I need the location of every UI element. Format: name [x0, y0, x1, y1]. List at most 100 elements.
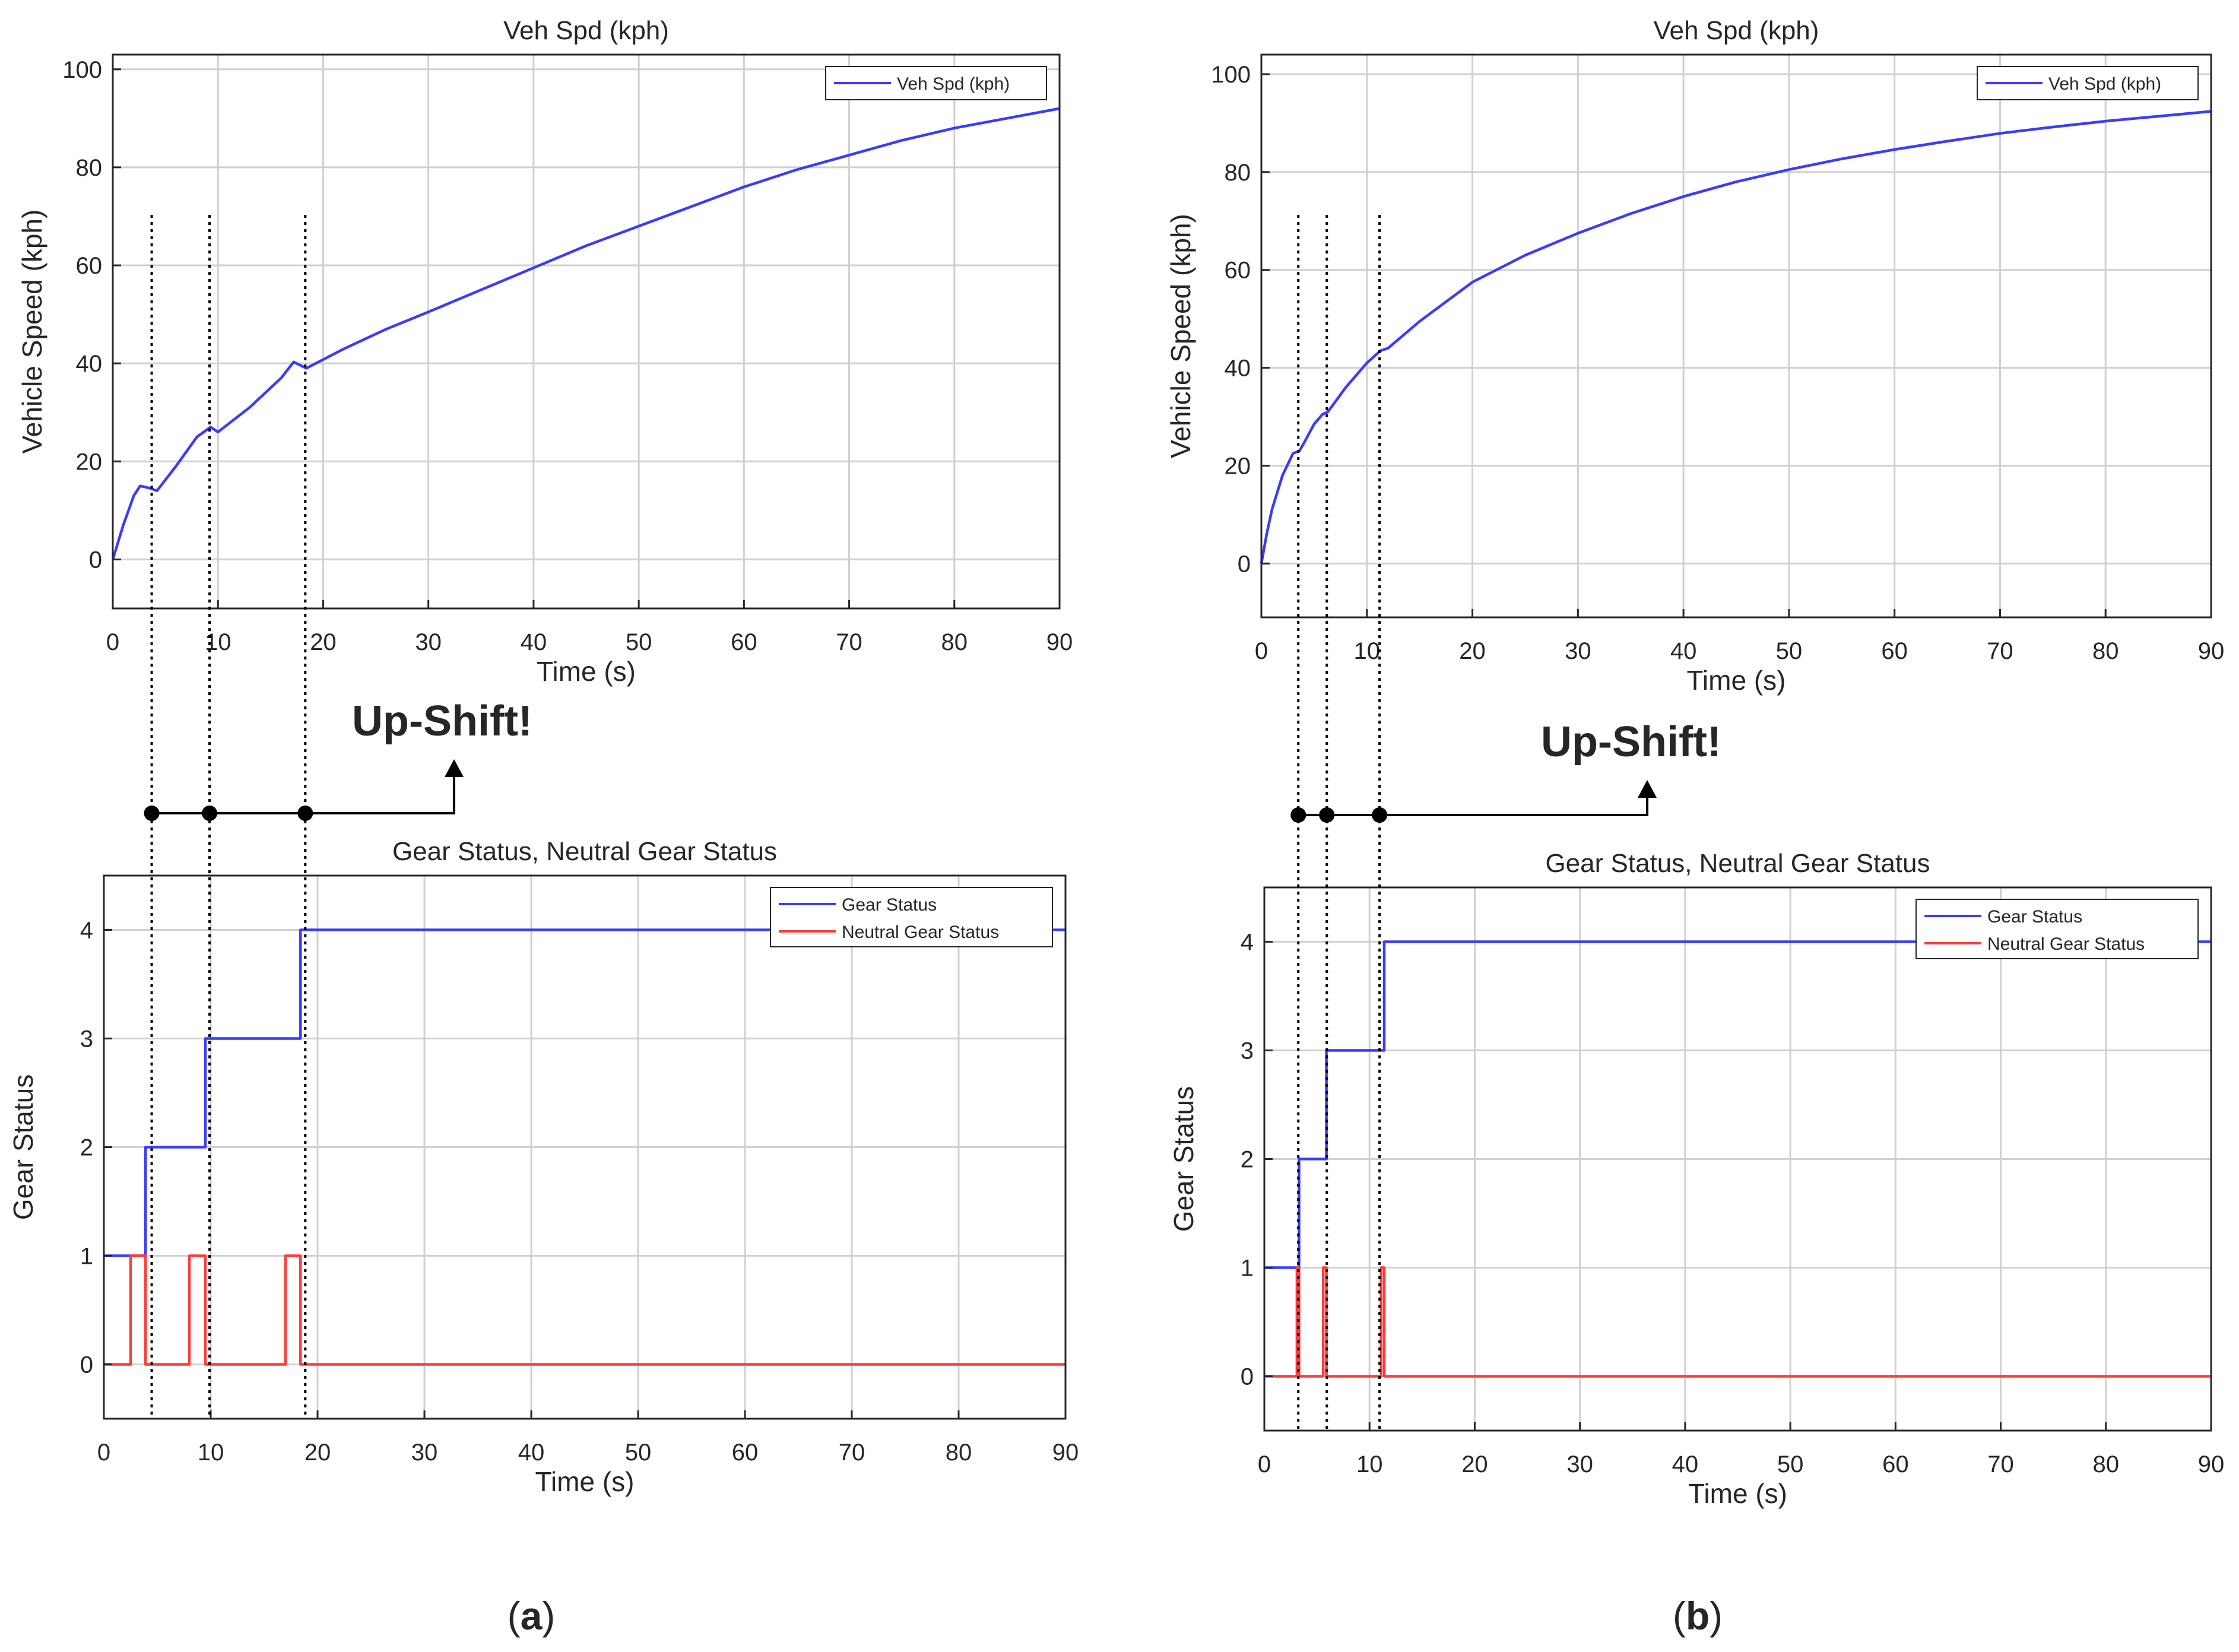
y-tick-label: 40 — [1225, 356, 1251, 382]
chart-title: Veh Spd (kph) — [503, 16, 669, 45]
y-axis-label: Gear Status — [1168, 1086, 1199, 1232]
x-tick-label: 10 — [1356, 1451, 1383, 1477]
x-tick-label: 40 — [518, 1439, 545, 1466]
y-tick-label: 40 — [76, 351, 103, 377]
y-tick-label: 3 — [80, 1026, 93, 1052]
x-tick-label: 80 — [2092, 638, 2119, 664]
x-tick-label: 50 — [626, 629, 652, 655]
series-line-gear-status — [104, 928, 1065, 1257]
x-tick-label: 40 — [1672, 1451, 1699, 1477]
upshift-connector-line — [1298, 795, 1648, 816]
x-tick-label: 0 — [97, 1439, 110, 1466]
x-tick-label: 70 — [839, 1439, 865, 1466]
legend: Gear Status Neutral Gear Status — [770, 887, 1053, 947]
chart-title: Gear Status, Neutral Gear Status — [1545, 849, 1930, 878]
annotations-layer — [144, 215, 1657, 1431]
y-tick-label: 60 — [1225, 258, 1251, 284]
x-tick-label: 60 — [1882, 1451, 1909, 1477]
x-tick-label: 40 — [1670, 638, 1697, 664]
x-tick-label: 30 — [415, 629, 442, 655]
shift-marker-dot — [144, 806, 160, 821]
y-tick-label: 2 — [1241, 1147, 1254, 1173]
legend-box — [1915, 899, 2199, 959]
y-tick-label: 20 — [76, 449, 103, 475]
chart-b-gear: 0 10 20 30 40 50 60 70 80 90 0 1 2 3 4 Gear Status, Neu… — [1168, 849, 2224, 1509]
shift-annotation-a — [144, 215, 464, 1419]
x-tick-label: 30 — [1565, 638, 1591, 664]
chart-b-speed: 0 10 20 30 40 50 60 70 80 90 0 20 40 60 80 100 Veh Spd (… — [1165, 16, 2224, 696]
x-tick-label: 50 — [1776, 638, 1803, 664]
legend: Gear Status Neutral Gear Status — [1915, 899, 2199, 959]
x-tick-label: 20 — [305, 1439, 331, 1466]
chart-title: Gear Status, Neutral Gear Status — [392, 837, 777, 866]
x-tick-label: 80 — [946, 1439, 972, 1466]
y-tick-label: 0 — [89, 547, 102, 573]
x-tick-label: 90 — [2198, 1451, 2225, 1477]
y-tick-label: 0 — [80, 1352, 93, 1378]
x-tick-label: 20 — [310, 629, 337, 655]
y-tick-label: 80 — [1225, 160, 1251, 186]
legend-label: Veh Spd (kph) — [897, 74, 1010, 94]
y-axis-label: Gear Status — [8, 1074, 39, 1220]
y-axis-label: Vehicle Speed (kph) — [1165, 214, 1196, 458]
x-tick-label: 0 — [106, 629, 119, 655]
x-tick-label: 70 — [1987, 638, 2013, 664]
legend-label: Gear Status — [842, 895, 937, 915]
upshift-arrow-head — [1638, 780, 1657, 798]
legend: Veh Spd (kph) — [825, 66, 1047, 100]
y-tick-label: 3 — [1241, 1038, 1254, 1064]
axes-box — [1260, 53, 2212, 619]
y-tick-label: 4 — [1241, 930, 1254, 956]
x-tick-label: 10 — [1354, 638, 1381, 664]
y-tick-label: 0 — [1238, 551, 1251, 577]
x-tick-label: 60 — [731, 629, 757, 655]
x-tick-label: 70 — [836, 629, 862, 655]
legend: Veh Spd (kph) — [1977, 66, 2199, 100]
y-tick-label: 4 — [80, 918, 93, 944]
y-tick-label: 80 — [76, 155, 103, 181]
y-tick-label: 1 — [1241, 1255, 1254, 1282]
legend-label: Veh Spd (kph) — [2048, 74, 2161, 94]
shift-annotation-b — [1290, 215, 1657, 1431]
x-tick-label: 60 — [1881, 638, 1908, 664]
x-tick-label: 10 — [198, 1439, 224, 1466]
plot-area — [1261, 55, 2211, 617]
x-tick-label: 0 — [1258, 1451, 1271, 1477]
caption-a: (a) — [508, 1594, 556, 1638]
x-tick-label: 30 — [411, 1439, 438, 1466]
legend-label: Neutral Gear Status — [1987, 934, 2145, 954]
y-tick-label: 1 — [80, 1244, 93, 1270]
x-tick-label: 80 — [941, 629, 968, 655]
x-tick-label: 30 — [1566, 1451, 1593, 1477]
y-tick-label: 0 — [1241, 1364, 1254, 1390]
chart-a-gear: 0 10 20 30 40 50 60 70 80 90 0 1 2 3 4 Gear Status, Neu… — [8, 837, 1079, 1497]
y-tick-label: 20 — [1225, 453, 1251, 479]
y-tick-label: 2 — [80, 1135, 93, 1161]
x-tick-label: 20 — [1459, 638, 1486, 664]
legend-label: Neutral Gear Status — [842, 922, 999, 942]
x-tick-label: 60 — [732, 1439, 759, 1466]
x-tick-label: 90 — [1046, 629, 1073, 655]
caption-b: (b) — [1673, 1594, 1723, 1638]
axes-box — [112, 53, 1061, 610]
upshift-label-a: Up-Shift! — [352, 697, 532, 745]
upshift-label-b: Up-Shift! — [1541, 718, 1721, 766]
upshift-connector-line — [151, 775, 455, 814]
x-tick-label: 90 — [2198, 638, 2225, 664]
plot-area — [113, 55, 1060, 608]
x-axis-label: Time (s) — [1687, 665, 1786, 696]
series-line-neutral-gear-status — [104, 1254, 1065, 1366]
y-tick-label: 100 — [62, 57, 102, 83]
x-tick-label: 0 — [1255, 638, 1268, 664]
y-tick-label: 100 — [1211, 62, 1251, 88]
series-line-neutral-gear-status — [1264, 1266, 2211, 1378]
x-axis-label: Time (s) — [1688, 1478, 1787, 1509]
y-tick-label: 60 — [76, 253, 103, 279]
x-tick-label: 70 — [1987, 1451, 2014, 1477]
upshift-arrow-head — [445, 759, 464, 777]
x-axis-label: Time (s) — [537, 656, 636, 687]
x-axis-label: Time (s) — [535, 1466, 635, 1497]
legend-label: Gear Status — [1987, 907, 2082, 927]
